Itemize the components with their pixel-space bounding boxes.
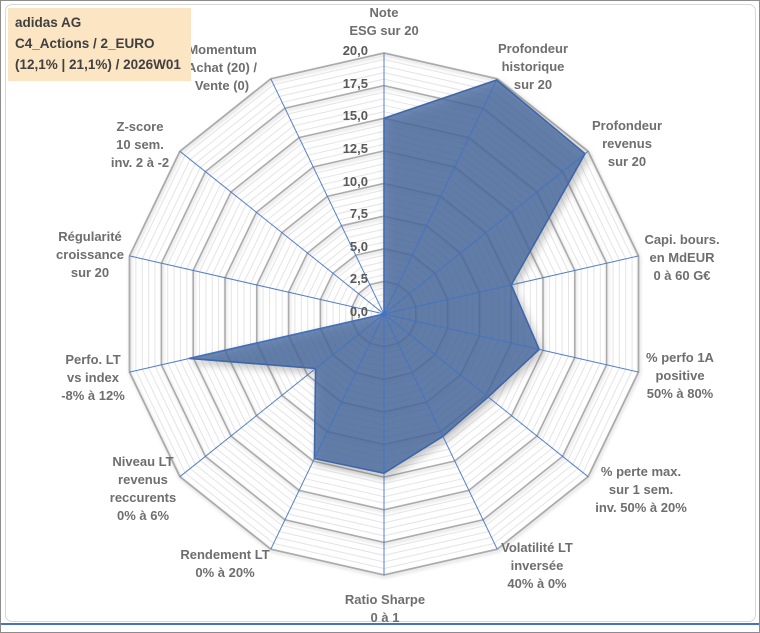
title-line-perf: (12,1% | 21,1%) / 2026W01 [15,57,181,72]
title-line-category: C4_Actions / 2_EURO [15,36,155,51]
title-line-company: adidas AG [15,15,82,30]
axis-spokes [129,53,639,575]
pane-divider-line [1,623,759,625]
chart-title-box[interactable]: adidas AG C4_Actions / 2_EURO (12,1% | 2… [8,8,191,81]
